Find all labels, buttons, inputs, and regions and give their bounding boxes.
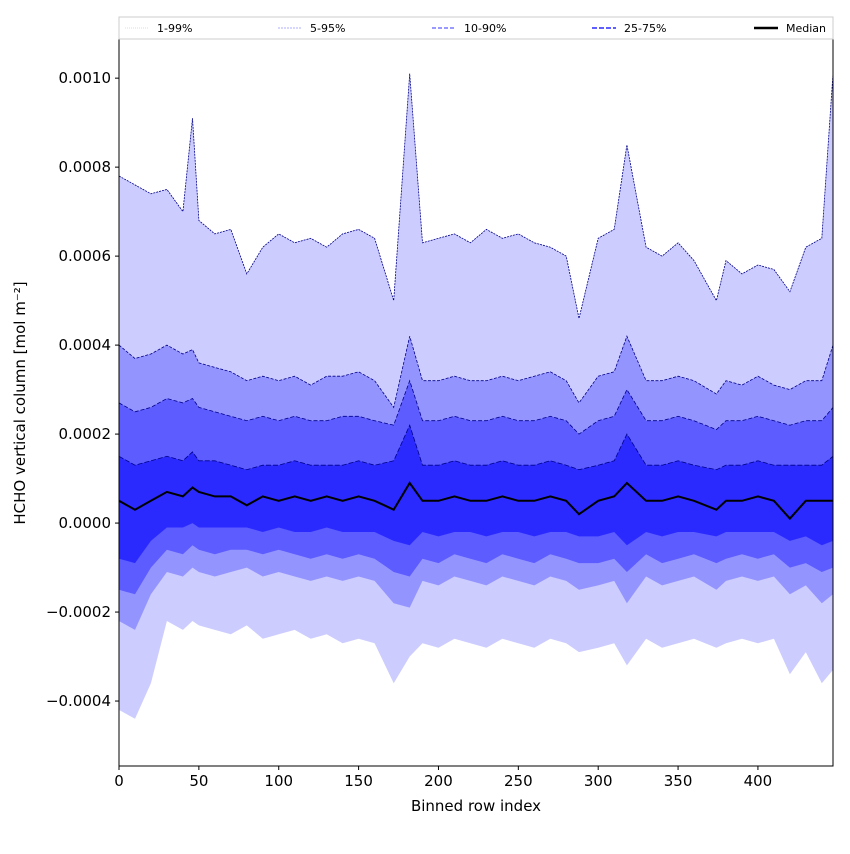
y-tick-label: −0.0004 <box>46 692 111 710</box>
y-axis-label: HCHO vertical column [mol m⁻²] <box>11 281 29 524</box>
legend-label: Median <box>786 22 826 35</box>
x-axis: 0 50 100 150 200 250 300 350 400 <box>114 766 772 790</box>
line-p95 <box>118 335 834 409</box>
x-tick-label: 50 <box>189 772 208 790</box>
x-tick-label: 200 <box>424 772 453 790</box>
x-axis-label: Binned row index <box>411 797 541 815</box>
y-tick-label: 0.0006 <box>59 247 112 265</box>
line-p99 <box>118 73 834 319</box>
y-tick-label: 0.0008 <box>59 158 112 176</box>
legend-label: 10-90% <box>464 22 506 35</box>
lines <box>118 73 834 521</box>
legend: 1-99% 5-95% 10-90% 25-75% Median <box>118 16 834 40</box>
y-axis: −0.0004 −0.0002 0.0000 0.0002 0.0004 0.0006 0.… <box>46 69 119 710</box>
legend-label: 25-75% <box>624 22 666 35</box>
x-tick-label: 400 <box>744 772 773 790</box>
bands <box>119 73 833 719</box>
x-tick-label: 350 <box>664 772 693 790</box>
legend-label: 1-99% <box>157 22 192 35</box>
y-tick-label: 0.0010 <box>59 69 112 87</box>
x-tick-label: 100 <box>264 772 293 790</box>
y-tick-label: 0.0000 <box>59 514 112 532</box>
legend-box <box>118 16 834 40</box>
x-tick-label: 250 <box>504 772 533 790</box>
y-tick-label: 0.0002 <box>59 425 112 443</box>
x-tick-label: 0 <box>114 772 124 790</box>
line-p75 <box>118 424 834 471</box>
x-tick-label: 300 <box>584 772 613 790</box>
band-25-75 <box>119 425 833 564</box>
line-median <box>118 481 833 521</box>
x-tick-label: 150 <box>344 772 373 790</box>
legend-label: 5-95% <box>310 22 345 35</box>
y-tick-label: 0.0004 <box>59 336 112 354</box>
y-tick-label: −0.0002 <box>46 603 111 621</box>
